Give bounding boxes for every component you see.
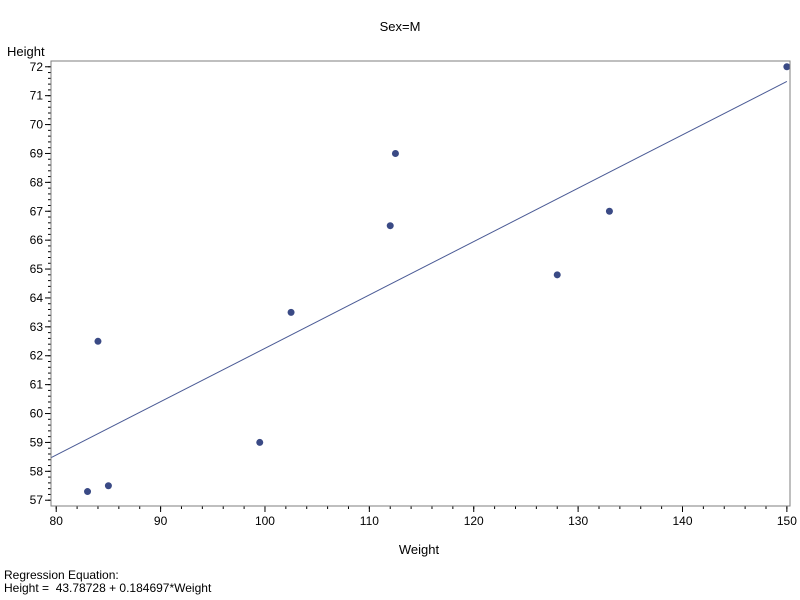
y-tick-label: 72 bbox=[30, 60, 44, 74]
data-point bbox=[605, 207, 613, 215]
points-layer bbox=[84, 63, 791, 496]
data-point bbox=[783, 63, 791, 71]
x-axis-label: Weight bbox=[399, 542, 440, 557]
x-tick-label: 90 bbox=[154, 514, 168, 528]
x-tick-label: 100 bbox=[255, 514, 275, 528]
x-tick-label: 80 bbox=[50, 514, 64, 528]
regression-equation: Height = 43.78728 + 0.184697*Weight bbox=[4, 581, 212, 595]
x-tick-label: 130 bbox=[568, 514, 588, 528]
y-tick-label: 66 bbox=[30, 233, 44, 247]
chart-title: Sex=M bbox=[380, 19, 421, 34]
x-tick-label: 150 bbox=[777, 514, 797, 528]
y-tick-label: 69 bbox=[30, 146, 44, 160]
y-tick-label: 60 bbox=[30, 407, 44, 421]
data-point bbox=[386, 222, 394, 230]
y-tick-label: 58 bbox=[30, 464, 44, 478]
y-tick-label: 61 bbox=[30, 378, 44, 392]
y-tick-label: 71 bbox=[30, 89, 44, 103]
y-tick-label: 70 bbox=[30, 118, 44, 132]
data-point bbox=[287, 308, 295, 316]
x-tick-label: 110 bbox=[360, 514, 379, 528]
x-tick-label: 120 bbox=[464, 514, 484, 528]
data-point bbox=[94, 337, 102, 345]
y-tick-label: 68 bbox=[30, 175, 44, 189]
regression-caption: Regression Equation: bbox=[4, 568, 119, 582]
data-point bbox=[84, 488, 92, 496]
axes: 80 90 100 110 120 130 140 150 57 58 59 60 61 62 63 64 65… bbox=[30, 60, 798, 528]
y-tick-label: 64 bbox=[30, 291, 44, 305]
data-point bbox=[104, 482, 112, 490]
y-axis-label: Height bbox=[7, 44, 45, 59]
regression-layer bbox=[50, 81, 788, 459]
y-tick-label: 67 bbox=[30, 204, 44, 218]
x-tick-label: 140 bbox=[672, 514, 692, 528]
y-tick-label: 63 bbox=[30, 320, 44, 334]
y-tick-label: 59 bbox=[30, 435, 44, 449]
regression-line bbox=[50, 81, 788, 459]
data-point bbox=[391, 149, 399, 157]
y-tick-label: 62 bbox=[30, 349, 44, 363]
y-tick-label: 65 bbox=[30, 262, 44, 276]
data-point bbox=[256, 438, 264, 446]
y-tick-label: 57 bbox=[30, 493, 44, 507]
plot-frame bbox=[50, 60, 791, 507]
data-point bbox=[553, 271, 561, 279]
